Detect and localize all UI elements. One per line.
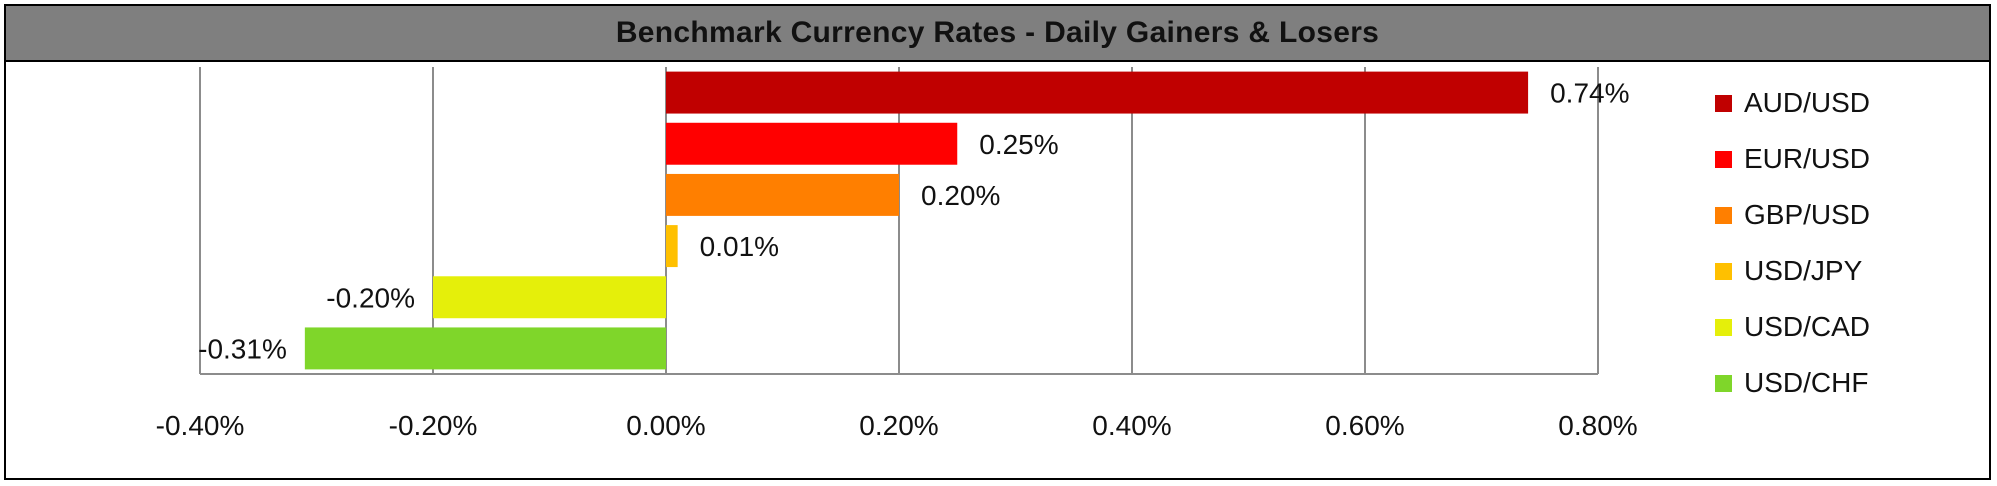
data-label: 0.01% <box>700 231 779 262</box>
legend-label: USD/CHF <box>1744 367 1869 398</box>
legend-swatch <box>1715 374 1732 392</box>
chart-title: Benchmark Currency Rates - Daily Gainers… <box>615 16 1380 49</box>
legend-item: USD/CAD <box>1715 299 1975 355</box>
legend-label: GBP/USD <box>1744 199 1871 230</box>
legend-swatch <box>1715 150 1732 168</box>
bar-eur-usd <box>666 122 958 165</box>
legend-item: AUD/USD <box>1715 75 1975 131</box>
bar-gbp-usd <box>666 173 899 216</box>
legend-item: GBP/USD <box>1715 187 1975 243</box>
x-tick-label: -0.20% <box>389 410 478 441</box>
legend-item: USD/JPY <box>1715 243 1975 299</box>
legend-item: EUR/USD <box>1715 131 1975 187</box>
data-label: -0.31% <box>198 333 287 364</box>
data-label: 0.74% <box>1550 78 1629 109</box>
title-bar: Benchmark Currency Rates - Daily Gainers… <box>6 6 1989 62</box>
legend-label: AUD/USD <box>1744 87 1871 118</box>
legend-label: USD/JPY <box>1744 255 1863 286</box>
x-tick-label: 0.40% <box>1092 410 1171 441</box>
legend-item: USD/CHF <box>1715 355 1975 411</box>
data-label: 0.25% <box>979 129 1058 160</box>
bar-usd-chf <box>304 327 666 370</box>
bar-usd-cad <box>433 276 666 319</box>
chart-legend: AUD/USD EUR/USD GBP/USD USD/JPY USD/CAD USD/C… <box>1715 75 1975 411</box>
legend-label: USD/CAD <box>1744 311 1871 342</box>
x-tick-label: 0.80% <box>1558 410 1637 441</box>
x-tick-label: 0.60% <box>1325 410 1404 441</box>
x-tick-label: 0.00% <box>626 410 705 441</box>
data-label: 0.20% <box>921 180 1000 211</box>
bar-usd-jpy <box>666 225 678 268</box>
x-tick-label: -0.40% <box>156 410 245 441</box>
x-tick-label: 0.20% <box>859 410 938 441</box>
legend-swatch <box>1715 206 1732 224</box>
legend-label: EUR/USD <box>1744 143 1871 174</box>
legend-swatch <box>1715 262 1732 280</box>
legend-swatch <box>1715 318 1732 336</box>
bar-aud-usd <box>666 71 1529 114</box>
data-label: -0.20% <box>326 282 415 313</box>
legend-swatch <box>1715 94 1732 112</box>
